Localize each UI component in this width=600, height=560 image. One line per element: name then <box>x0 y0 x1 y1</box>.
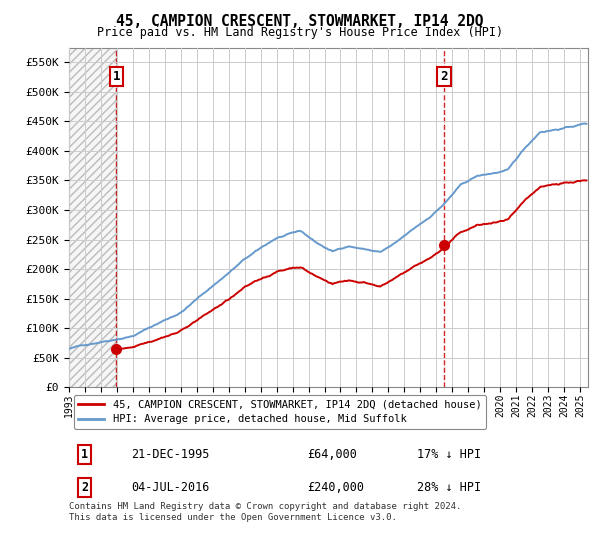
Text: Contains HM Land Registry data © Crown copyright and database right 2024.
This d: Contains HM Land Registry data © Crown c… <box>69 502 461 522</box>
Text: £240,000: £240,000 <box>308 481 365 494</box>
Text: 1: 1 <box>81 449 88 461</box>
Text: £64,000: £64,000 <box>308 449 358 461</box>
Legend: 45, CAMPION CRESCENT, STOWMARKET, IP14 2DQ (detached house), HPI: Average price,: 45, CAMPION CRESCENT, STOWMARKET, IP14 2… <box>74 395 485 428</box>
Text: 21-DEC-1995: 21-DEC-1995 <box>131 449 209 461</box>
Text: 45, CAMPION CRESCENT, STOWMARKET, IP14 2DQ: 45, CAMPION CRESCENT, STOWMARKET, IP14 2… <box>116 14 484 29</box>
Text: 2: 2 <box>440 70 448 83</box>
Text: 2: 2 <box>81 481 88 494</box>
Text: Price paid vs. HM Land Registry's House Price Index (HPI): Price paid vs. HM Land Registry's House … <box>97 26 503 39</box>
Text: 04-JUL-2016: 04-JUL-2016 <box>131 481 209 494</box>
Text: 1: 1 <box>113 70 120 83</box>
Text: 17% ↓ HPI: 17% ↓ HPI <box>417 449 481 461</box>
Text: 28% ↓ HPI: 28% ↓ HPI <box>417 481 481 494</box>
